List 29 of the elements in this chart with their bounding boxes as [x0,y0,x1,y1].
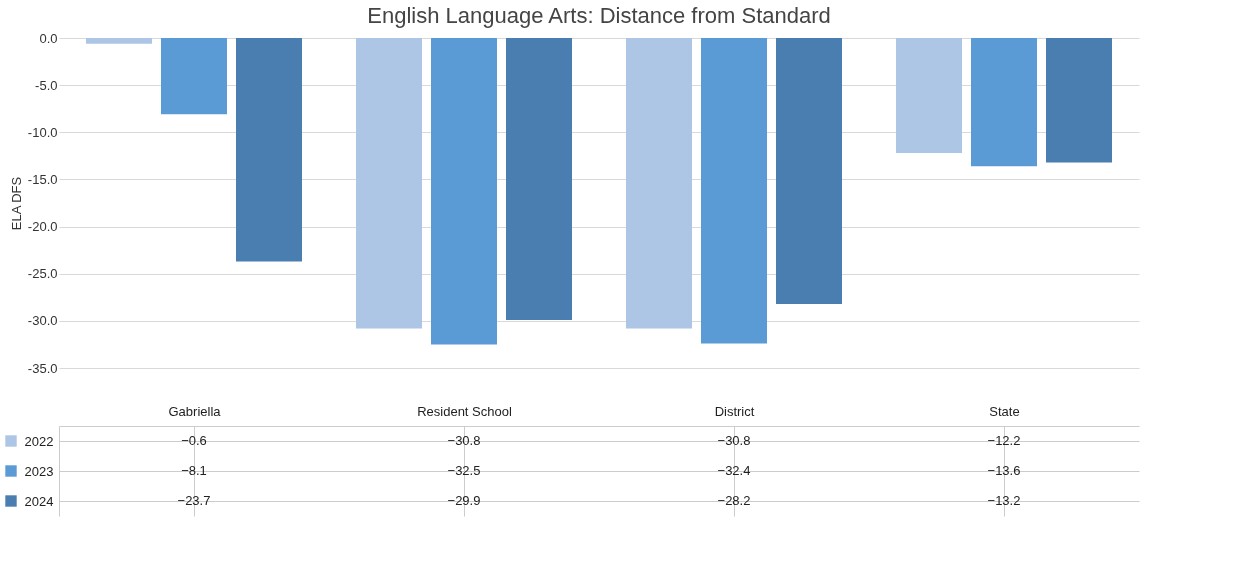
data-label: −13.6 [987,463,1021,478]
y-tick-label: -20.0 [27,219,58,235]
legend-label: 2022 [24,433,54,449]
y-tick-label: -15.0 [27,171,58,187]
data-label: −32.4 [717,463,751,478]
data-label: −28.2 [717,493,751,508]
chart-title: English Language Arts: Distance from Standard [367,3,831,28]
y-tick-label: 0.0 [39,30,58,46]
data-label: −23.7 [177,493,211,508]
y-tick-label: -35.0 [27,360,58,376]
y-axis-title: ELA DFS [8,176,24,231]
y-tick-label: -30.0 [27,313,58,329]
data-label: −13.2 [987,493,1021,508]
x-tick-label: State [989,403,1020,419]
y-tick-label: -25.0 [27,266,58,282]
data-label: −30.8 [447,433,481,448]
data-label: −30.8 [717,433,751,448]
data-label: −29.9 [447,493,481,508]
data-label: −0.6 [181,433,207,448]
data-label: −32.5 [447,463,481,478]
legend-label: 2023 [24,463,54,479]
legend-label: 2024 [24,493,54,509]
x-tick-label: District [714,403,755,419]
x-tick-label: Gabriella [168,403,222,419]
data-label: −8.1 [181,463,207,478]
x-tick-label: Resident School [417,403,512,419]
y-tick-label: -5.0 [35,77,58,93]
data-label: −12.2 [987,433,1021,448]
y-tick-label: -10.0 [27,124,58,140]
